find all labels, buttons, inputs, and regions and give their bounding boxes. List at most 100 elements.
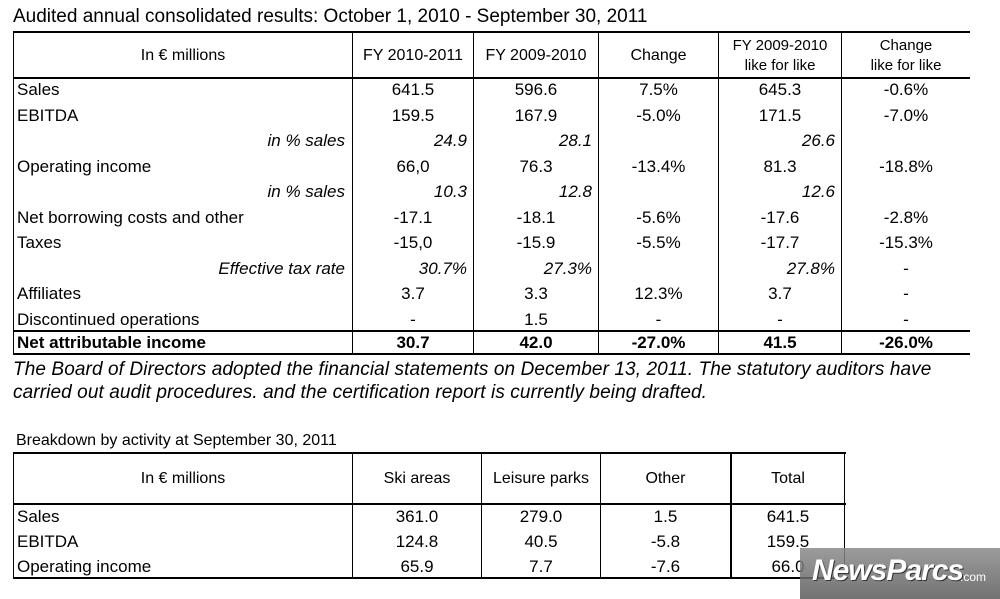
table2-header-rule [13,503,846,505]
row-lfl: -17.7 [760,233,800,252]
row-fy2010: 28.1 [558,131,592,150]
row-label: Affiliates [17,284,81,303]
row-change: 12.3% [634,284,683,303]
breakdown-row-label: Sales [17,507,60,526]
row-change-lfl: - [903,284,909,303]
breakdown-row-leisure: 7.7 [529,557,553,576]
row-change: -5.6% [636,208,681,227]
row-fy2010: 76.3 [519,157,553,176]
row-label: Operating income [17,157,152,176]
row-lfl: -17.6 [760,208,800,227]
row-fy2010: 3.3 [524,284,548,303]
table2-col-divider [352,452,353,579]
row-label: Net attributable income [17,333,206,352]
row-label: Effective tax rate [218,259,345,278]
row-fy2010: 167.9 [514,106,558,125]
row-lfl: 81.3 [763,157,797,176]
watermark-banner [800,548,1000,599]
breakdown-row-total: 66.0 [771,557,805,576]
table1-bottom-rule [13,353,970,355]
row-fy2010: 42.0 [519,333,553,352]
row-lfl: - [777,310,783,329]
row-label: Net borrowing costs and other [17,208,244,227]
table2-bottom-rule [13,577,846,579]
watermark-logo: NewsParcs [812,554,964,587]
breakdown-header-other: Other [645,470,686,487]
row-fy2011: 10.3 [433,182,467,201]
header-in-millions: In € millions [140,47,226,64]
breakdown-row-leisure: 40.5 [524,532,558,551]
row-fy2011: 24.9 [433,131,467,150]
table1-total-rule [13,330,970,332]
row-fy2010: 596.6 [514,80,558,99]
row-fy2010: 1.5 [524,310,548,329]
row-fy2011: 159.5 [391,106,435,125]
row-change-lfl: -18.8% [879,157,933,176]
breakdown-row-leisure: 279.0 [519,507,563,526]
row-label: in % sales [267,182,345,201]
header-lfl-line1: FY 2009-2010 [732,37,828,54]
row-fy2010: 27.3% [543,259,592,278]
header-change-lfl-line2: like for like [870,57,942,74]
breakdown-title: Breakdown by activity at September 30, 2… [16,432,337,449]
results-title: Audited annual consolidated results: Oct… [13,6,648,27]
row-change-lfl: - [903,259,909,278]
row-label: Sales [17,80,60,99]
table1-col-divider [13,31,14,355]
row-fy2011: - [410,310,416,329]
breakdown-row-other: -7.6 [650,557,681,576]
breakdown-row-other: 1.5 [653,507,678,526]
breakdown-row-total: 641.5 [766,507,810,526]
breakdown-row-total: 159.5 [766,532,810,551]
breakdown-row-other: -5.8 [650,532,681,551]
row-label: EBITDA [17,106,79,125]
row-change: -5.0% [636,106,681,125]
table2-col-divider [13,452,14,579]
row-lfl: 3.7 [768,284,792,303]
row-change-lfl: -7.0% [883,106,929,125]
row-fy2011: 641.5 [391,80,435,99]
row-change-lfl: -2.8% [883,208,929,227]
breakdown-header-total: Total [771,470,805,487]
breakdown-row-ski: 124.8 [395,532,439,551]
header-change-lfl-line1: Change [879,37,933,54]
row-change: - [655,310,662,329]
breakdown-header-ski: Ski areas [383,470,451,487]
row-change: 7.5% [639,80,678,99]
table1-col-divider [473,31,474,355]
table1-header-rule [13,77,970,79]
table2-col-divider [600,452,601,579]
breakdown-row-label: Operating income [17,557,152,576]
table2-col-divider [844,452,845,579]
row-lfl: 26.6 [801,131,835,150]
row-label: Discontinued operations [17,310,200,329]
breakdown-row-label: EBITDA [17,532,79,551]
row-lfl: 27.8% [786,259,835,278]
breakdown-row-ski: 65.9 [400,557,434,576]
table1-col-divider [352,31,353,355]
breakdown-header-leisure: Leisure parks [492,470,590,487]
breakdown-header-label: In € millions [140,470,226,487]
row-label: Taxes [17,233,62,252]
row-lfl: 41.5 [763,333,797,352]
header-fy2010: FY 2009-2010 [485,47,587,64]
row-fy2011: -15,0 [393,233,433,252]
header-fy2011: FY 2010-2011 [363,47,463,64]
header-lfl-line2: like for like [744,57,816,74]
row-fy2010: -18.1 [516,208,556,227]
table1-col-divider [841,31,842,355]
row-fy2011: 66,0 [396,157,430,176]
row-lfl: 171.5 [758,106,802,125]
row-change: -27.0% [631,333,686,352]
table2-col-divider [481,452,482,579]
row-change-lfl: -26.0% [879,333,933,352]
header-change: Change [630,47,687,64]
table1-col-divider [598,31,599,355]
breakdown-row-ski: 361.0 [395,507,439,526]
row-fy2011: 3.7 [401,284,425,303]
row-fy2011: -17.1 [393,208,433,227]
table2-top-rule [13,452,846,454]
board-note: The Board of Directors adopted the finan… [13,359,932,403]
row-lfl: 12.6 [801,182,835,201]
row-fy2011: 30.7% [418,259,467,278]
